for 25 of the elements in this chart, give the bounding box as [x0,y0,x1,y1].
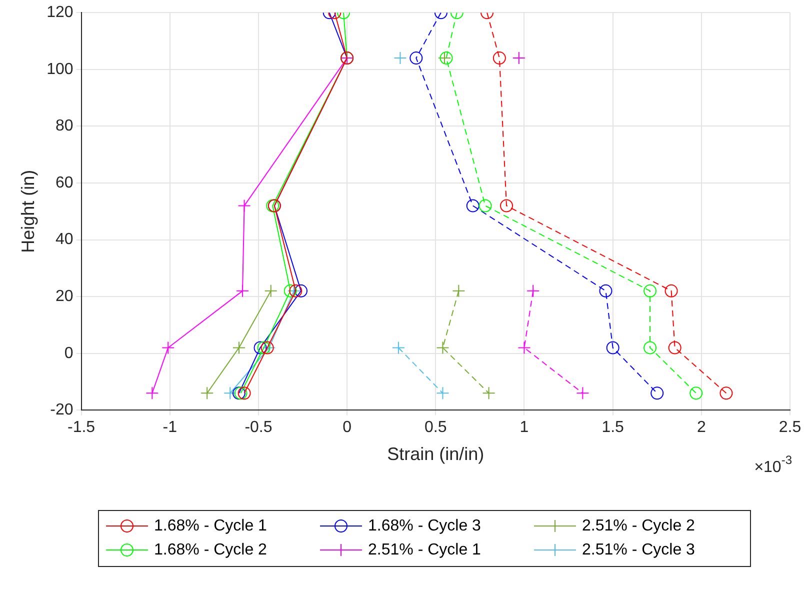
y-tick-label: 20 [56,288,74,306]
y-axis-title: Height (in) [18,170,38,253]
x-tick-label: 0.5 [424,419,447,436]
y-tick-label: -20 [50,402,74,419]
x-tick-label: 0 [342,419,352,436]
x-tick-label: 1 [520,419,529,436]
x-tick-label: -0.5 [244,419,272,436]
x-tick-label: -1 [162,419,178,436]
y-tick-label: 120 [46,4,74,22]
y-tick-label: 100 [46,60,74,78]
legend-label: 1.68% - Cycle 3 [368,517,482,534]
x-tick-label: 2.5 [778,419,802,436]
y-tick-label: 0 [64,344,74,362]
legend-label: 2.51% - Cycle 2 [582,517,696,534]
y-tick-label: 80 [56,118,74,135]
legend-label: 1.68% - Cycle 1 [154,517,268,534]
x-tick-label: 2 [696,419,706,436]
x-tick-label: -1.5 [68,419,96,436]
y-tick-label: 60 [56,174,74,192]
x-tick-label: 1.5 [602,419,624,436]
y-tick-label: 40 [56,231,74,248]
x-axis-title: Strain (in/in) [387,444,484,464]
legend-label: 2.51% - Cycle 3 [582,541,696,558]
legend-label: 1.68% - Cycle 2 [154,541,268,558]
legend-label: 2.51% - Cycle 1 [368,541,482,558]
